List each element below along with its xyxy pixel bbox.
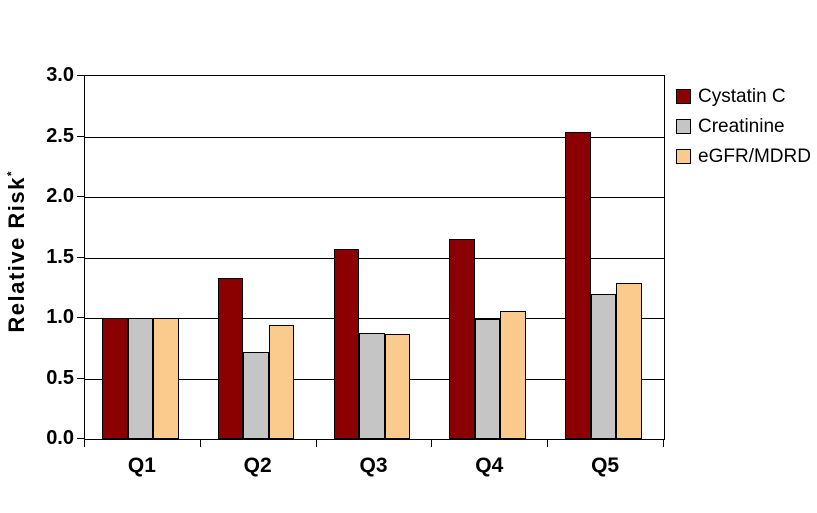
y-tick-label-2.0: 2.0 (46, 185, 74, 207)
y-tick-label-3.0: 3.0 (46, 64, 74, 86)
y-axis-tick-2.0 (77, 196, 84, 197)
plot-area (84, 75, 665, 440)
y-tick-label-2.5: 2.5 (46, 124, 74, 147)
bar-creatinine-q4 (474, 319, 501, 439)
bar-cystatin-c-q3 (333, 249, 360, 439)
legend-label-egfr-mdrd: eGFR/MDRD (698, 145, 811, 167)
y-axis-title-superscript: * (4, 171, 19, 177)
y-axis-tick-1.0 (77, 317, 84, 318)
bar-creatinine-q5 (590, 294, 617, 439)
gridline-y-1.5 (85, 257, 664, 259)
y-tick-label-0.5: 0.5 (46, 366, 74, 389)
x-category-label-Q4: Q4 (475, 454, 504, 477)
legend-swatch-creatinine (676, 119, 691, 134)
x-category-label-Q2: Q2 (243, 454, 272, 477)
legend-item-creatinine: Creatinine (676, 116, 811, 137)
x-axis-tick-5 (663, 439, 664, 447)
bar-cystatin-c-q2 (217, 278, 244, 439)
y-tick-label-1.5: 1.5 (46, 245, 74, 268)
legend-label-cystatin-c: Cystatin C (698, 85, 786, 107)
legend-swatch-egfr-mdrd (676, 149, 691, 164)
x-axis-tick-2 (315, 439, 317, 447)
bar-creatinine-q1 (127, 318, 153, 439)
legend-item-cystatin-c: Cystatin C (676, 86, 811, 107)
y-axis-tick-3.0 (77, 75, 84, 76)
bar-egfr-mdrd-q3 (384, 334, 411, 439)
x-axis-tick-1 (199, 439, 201, 447)
x-axis-tick-3 (431, 439, 433, 447)
legend-label-creatinine: Creatinine (698, 115, 785, 137)
y-axis-tick-0.5 (77, 377, 84, 379)
x-category-label-Q1: Q1 (127, 454, 156, 477)
gridline-y-1.0 (85, 318, 664, 319)
bar-cystatin-c-q5 (565, 132, 591, 439)
x-axis-tick-0 (84, 439, 85, 447)
legend: Cystatin C Creatinine eGFR/MDRD (676, 86, 811, 176)
bar-egfr-mdrd-q2 (268, 325, 295, 439)
y-axis-tick-1.5 (77, 256, 84, 258)
y-axis-tick-2.5 (77, 135, 84, 137)
bar-egfr-mdrd-q5 (616, 283, 642, 439)
bar-creatinine-q2 (243, 352, 269, 439)
x-category-label-Q5: Q5 (591, 454, 620, 477)
y-tick-label-1.0: 1.0 (46, 306, 74, 328)
legend-swatch-cystatin-c (676, 89, 691, 104)
gridline-y-2.0 (85, 197, 664, 198)
y-axis-tick-0.0 (77, 438, 84, 439)
x-axis-tick-4 (547, 439, 549, 447)
bar-egfr-mdrd-q4 (500, 311, 526, 439)
x-category-label-Q3: Q3 (359, 454, 388, 477)
bar-egfr-mdrd-q1 (153, 318, 179, 439)
legend-item-egfr-mdrd: eGFR/MDRD (676, 146, 811, 167)
y-tick-label-0.0: 0.0 (46, 427, 74, 449)
bar-cystatin-c-q4 (449, 239, 475, 439)
bar-cystatin-c-q1 (102, 318, 128, 439)
gridline-y-2.5 (85, 136, 664, 138)
bar-creatinine-q3 (359, 333, 385, 439)
